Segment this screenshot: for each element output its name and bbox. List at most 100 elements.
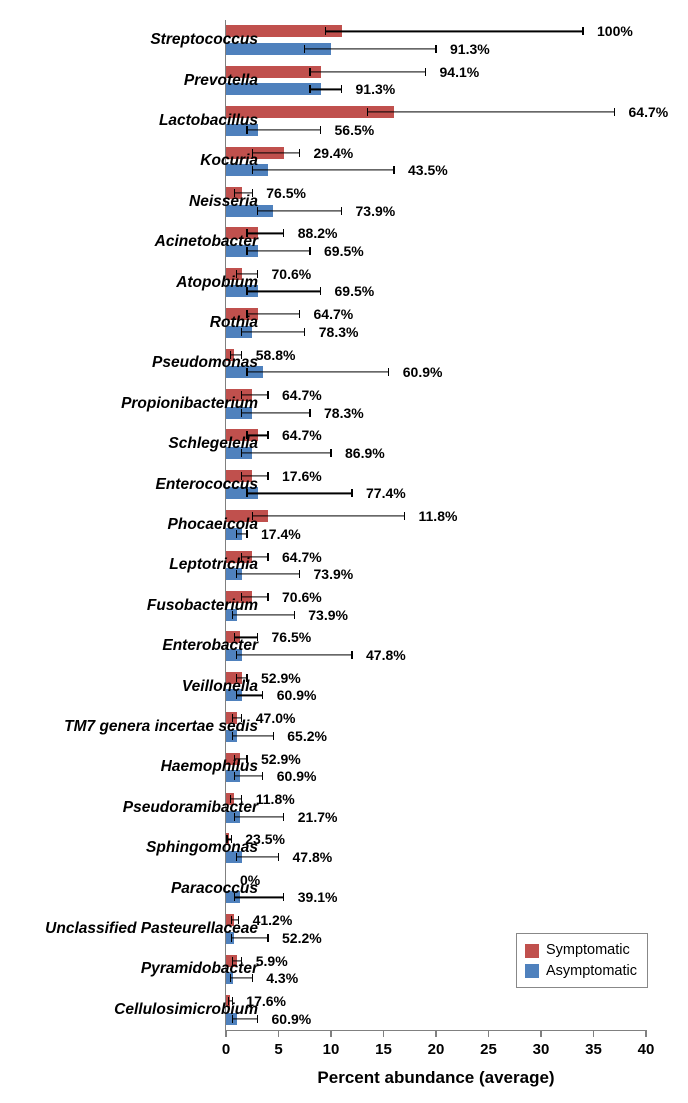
chart-row: 100% 91.3% [226, 20, 646, 60]
category-label: Leptotrichia [169, 556, 258, 574]
category-label: Rothia [210, 314, 258, 332]
legend-swatch-symptomatic [525, 944, 539, 958]
category-label: Enterococcus [155, 476, 258, 494]
chart-row: 52.9%60.9% [226, 747, 646, 787]
pct-label-asym: 47.8% [366, 647, 406, 663]
pct-label-asym: 91.3% [356, 81, 396, 97]
pct-label-asym: 78.3% [324, 405, 364, 421]
chart-row: 0%39.1% [226, 868, 646, 908]
pct-label-asym: 43.5% [408, 162, 448, 178]
abundance-bar-chart: Percent abundance (average) 051015202530… [0, 0, 688, 1103]
pct-label-sym: 76.5% [266, 185, 306, 201]
legend-label-symptomatic: Symptomatic [546, 940, 630, 960]
category-label: Propionibacterium [121, 395, 258, 413]
chart-row: 58.8% 60.9% [226, 343, 646, 383]
x-tick [488, 1030, 490, 1037]
pct-label-asym: 78.3% [319, 324, 359, 340]
legend: Symptomatic Asymptomatic [516, 933, 648, 988]
pct-label-asym: 39.1% [298, 889, 338, 905]
category-label: Enterobacter [162, 637, 258, 655]
chart-row: 70.6% 73.9% [226, 586, 646, 626]
pct-label-sym: 70.6% [272, 266, 312, 282]
pct-label-asym: 60.9% [403, 364, 443, 380]
chart-row: 70.6% 69.5% [226, 262, 646, 302]
category-label: Schlegelella [168, 435, 258, 453]
chart-row: 64.7%86.9% [226, 424, 646, 464]
pct-label-asym: 56.5% [335, 122, 375, 138]
chart-row: 76.5%73.9% [226, 182, 646, 222]
pct-label-sym: 64.7% [282, 427, 322, 443]
pct-label-asym: 4.3% [266, 970, 298, 986]
legend-swatch-asymptomatic [525, 964, 539, 978]
x-tick-label: 25 [480, 1041, 497, 1058]
pct-label-sym: 64.7% [314, 306, 354, 322]
pct-label-asym: 73.9% [314, 566, 354, 582]
pct-label-sym: 11.8% [419, 508, 458, 524]
category-label: Pyramidobacter [141, 960, 258, 978]
category-label: TM7 genera incertae sedis [64, 718, 258, 736]
category-label: Atopobium [176, 274, 258, 292]
chart-row: 17.6%77.4% [226, 464, 646, 504]
x-tick [330, 1030, 332, 1037]
category-label: Neisseria [189, 193, 258, 211]
x-tick-label: 40 [638, 1041, 655, 1058]
pct-label-sym: 100% [597, 23, 633, 39]
pct-label-sym: 64.7% [629, 104, 669, 120]
legend-item-asymptomatic: Asymptomatic [525, 961, 637, 981]
pct-label-sym: 94.1% [440, 64, 480, 80]
pct-label-sym: 52.9% [261, 670, 301, 686]
category-label: Sphingomonas [146, 839, 258, 857]
pct-label-asym: 65.2% [287, 728, 327, 744]
pct-label-asym: 69.5% [335, 283, 375, 299]
category-label: Phocaeicola [168, 516, 258, 534]
pct-label-sym: 58.8% [256, 347, 296, 363]
chart-row: 64.7%56.5% [226, 101, 646, 141]
plot-area: Percent abundance (average) 051015202530… [225, 20, 646, 1031]
x-tick [540, 1030, 542, 1037]
chart-row: 76.5% 47.8% [226, 626, 646, 666]
category-label: Veillonella [182, 678, 258, 696]
legend-label-asymptomatic: Asymptomatic [546, 961, 637, 981]
category-label: Streptococcus [150, 31, 258, 49]
legend-item-symptomatic: Symptomatic [525, 940, 637, 960]
pct-label-sym: 29.4% [314, 145, 354, 161]
pct-label-sym: 5.9% [256, 953, 288, 969]
x-tick [435, 1030, 437, 1037]
chart-row: 64.7% 78.3% [226, 303, 646, 343]
chart-row: 52.9%60.9% [226, 666, 646, 706]
x-tick-label: 5 [274, 1041, 282, 1058]
pct-label-sym: 47.0% [256, 710, 296, 726]
chart-row: 17.6%60.9% [226, 990, 646, 1030]
chart-row: 47.0% 65.2% [226, 707, 646, 747]
pct-label-sym: 52.9% [261, 751, 301, 767]
chart-row: 64.7%78.3% [226, 384, 646, 424]
chart-row: 94.1% 91.3% [226, 60, 646, 100]
x-tick [278, 1030, 280, 1037]
pct-label-sym: 64.7% [282, 549, 322, 565]
category-label: Fusobacterium [147, 597, 258, 615]
pct-label-asym: 60.9% [272, 1011, 312, 1027]
category-label: Prevotella [184, 72, 258, 90]
x-tick-label: 35 [585, 1041, 602, 1058]
pct-label-asym: 60.9% [277, 687, 317, 703]
x-tick [383, 1030, 385, 1037]
x-tick-label: 20 [428, 1041, 445, 1058]
pct-label-asym: 52.2% [282, 930, 322, 946]
category-label: Lactobacillus [159, 112, 258, 130]
pct-label-asym: 73.9% [308, 607, 348, 623]
chart-row: 11.8%17.4% [226, 505, 646, 545]
pct-label-asym: 60.9% [277, 768, 317, 784]
chart-row: 88.2%69.5% [226, 222, 646, 262]
chart-row: 64.7%73.9% [226, 545, 646, 585]
x-tick [225, 1030, 227, 1037]
pct-label-sym: 64.7% [282, 387, 322, 403]
pct-label-asym: 69.5% [324, 243, 364, 259]
pct-label-sym: 17.6% [282, 468, 322, 484]
pct-label-sym: 76.5% [272, 629, 312, 645]
x-axis-label: Percent abundance (average) [317, 1068, 554, 1088]
pct-label-sym: 70.6% [282, 589, 322, 605]
pct-label-asym: 91.3% [450, 41, 490, 57]
pct-label-asym: 47.8% [293, 849, 333, 865]
category-label: Cellulosimicrobium [114, 1001, 258, 1019]
x-tick-label: 15 [375, 1041, 392, 1058]
